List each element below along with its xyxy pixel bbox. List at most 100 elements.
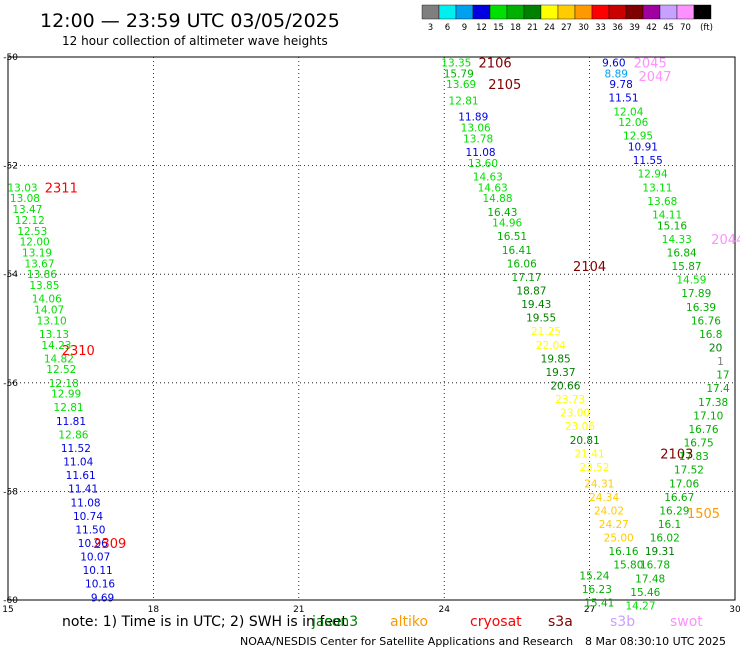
wave-height-value: 12.00 <box>20 237 50 249</box>
wave-height-value: 16.39 <box>686 302 716 314</box>
colorbar-label: 3 <box>428 23 433 33</box>
wave-height-value: 13.08 <box>10 193 40 205</box>
colorbar-swatch <box>506 4 525 20</box>
pass-number-label: 2309 <box>93 537 126 552</box>
wave-height-value: 15.46 <box>630 587 660 599</box>
pass-number-label: 1505 <box>687 507 720 522</box>
wave-height-value: 23.06 <box>565 421 595 433</box>
wave-height-value: 17.48 <box>635 573 665 585</box>
wave-height-value: 13.78 <box>463 133 493 145</box>
colorbar-swatch <box>489 4 508 20</box>
footer-note: note: 1) Time is in UTC; 2) SWH is in fe… <box>62 614 348 630</box>
wave-height-value: 21.41 <box>575 448 605 460</box>
wave-height-value: 23.00 <box>560 408 590 420</box>
wave-height-value: 13.13 <box>39 329 69 341</box>
colorbar-label: 30 <box>578 23 589 33</box>
chart-title: 12:00 — 23:59 UTC 03/05/2025 <box>40 10 340 32</box>
wave-height-value: 12.99 <box>51 389 81 401</box>
wave-height-value: 12.94 <box>638 169 668 181</box>
wave-height-value: 18.87 <box>516 285 546 297</box>
wave-height-value: 24.27 <box>599 519 629 531</box>
wave-height-value: 12.53 <box>17 226 47 238</box>
wave-height-value: 19.85 <box>541 353 571 365</box>
colorbar-label: 33 <box>595 23 606 33</box>
wave-height-value: 13.60 <box>468 158 498 170</box>
wave-height-value: 16.67 <box>664 492 694 504</box>
wave-height-labels: 13.0313.0813.4712.1212.5312.0013.1913.67… <box>8 57 731 612</box>
colorbar-swatch <box>472 4 491 20</box>
colorbar-swatch <box>608 4 627 20</box>
colorbar-label: 39 <box>629 23 640 33</box>
wave-height-value: 17.83 <box>679 451 709 463</box>
wave-height-value: 14.63 <box>478 182 508 194</box>
wave-height-value: 24.02 <box>594 505 624 517</box>
wave-height-value: 17.52 <box>674 465 704 477</box>
wave-height-value: 14.11 <box>652 209 682 221</box>
plot-area <box>7 56 736 601</box>
legend-entry-cryosat: cryosat <box>470 614 522 630</box>
wave-height-value: 25.00 <box>604 533 634 545</box>
wave-height-value: 13.68 <box>647 196 677 208</box>
wave-height-value: 11.89 <box>458 112 488 124</box>
wave-height-value: 16.78 <box>640 560 670 572</box>
footer-credit: NOAA/NESDIS Center for Satellite Applica… <box>240 635 573 648</box>
wave-height-value: 13.35 <box>441 57 471 69</box>
wave-height-value: 14.33 <box>662 234 692 246</box>
wave-height-value: 13.47 <box>12 204 42 216</box>
y-tick-label: -60 <box>3 596 18 606</box>
x-tick-label: 30 <box>729 605 740 615</box>
color-scale-bar: 3 6 9 12 15 18 21 24 27 30 33 36 39 42 45 70 (ft) <box>421 4 713 33</box>
colorbar-label: 42 <box>646 23 657 33</box>
plot-frame <box>7 56 736 601</box>
wave-height-value: 12.95 <box>623 131 653 143</box>
wave-height-value: 14.27 <box>625 600 655 612</box>
colorbar-label: 9 <box>462 23 467 33</box>
wave-height-value: 11.08 <box>466 147 496 159</box>
wave-height-value: 20.66 <box>550 381 580 393</box>
wave-height-value: 15.79 <box>444 68 474 80</box>
x-tick-label: 24 <box>438 605 450 615</box>
wave-height-value: 9.78 <box>609 79 632 91</box>
wave-height-value: 13.03 <box>8 182 38 194</box>
wave-height-value: 14.07 <box>34 304 64 316</box>
wave-height-value: 22.04 <box>536 340 566 352</box>
wave-height-value: 16.02 <box>650 533 680 545</box>
wave-height-value: 11.81 <box>56 416 86 428</box>
wave-height-value: 10.74 <box>73 511 103 523</box>
wave-height-value: 14.96 <box>492 218 522 230</box>
colorbar-swatch <box>693 4 712 20</box>
wave-height-value: 8.89 <box>605 68 628 80</box>
wave-height-value: 16.84 <box>667 247 697 259</box>
colorbar-swatch <box>421 4 440 20</box>
colorbar-label: (ft) <box>700 23 713 33</box>
wave-height-value: 11.41 <box>68 484 98 496</box>
wave-height-value: 20.81 <box>570 435 600 447</box>
wave-height-value: 15.16 <box>657 220 687 232</box>
wave-height-value: 9.60 <box>602 57 625 69</box>
legend-entry-s3a: s3a <box>548 614 573 630</box>
wave-height-value: 11.08 <box>71 497 101 509</box>
colorbar-swatch <box>455 4 474 20</box>
wave-height-value: 9.69 <box>91 592 114 604</box>
wave-height-value: 17.06 <box>669 478 699 490</box>
wave-height-value: 16.76 <box>688 424 718 436</box>
pass-number-label: 2106 <box>479 56 512 71</box>
wave-height-value: 14.88 <box>482 193 512 205</box>
pass-number-label: 2104 <box>573 260 606 275</box>
wave-height-value: 10.07 <box>80 552 110 564</box>
colorbar-swatch <box>574 4 593 20</box>
colorbar-swatch <box>523 4 542 20</box>
colorbar-swatch <box>659 4 678 20</box>
pass-number-label: 2310 <box>62 344 95 359</box>
chart-subtitle: 12 hour collection of altimeter wave hei… <box>62 34 328 48</box>
wave-height-value: 16.16 <box>608 546 638 558</box>
colorbar-label: 18 <box>510 23 521 33</box>
wave-height-value: 11.51 <box>608 93 638 105</box>
wave-height-value: 17.17 <box>512 272 542 284</box>
wave-height-value: 19.43 <box>521 299 551 311</box>
wave-height-value: 17.4 <box>706 383 730 395</box>
legend-entry-altiko: altiko <box>390 614 428 630</box>
wave-height-value: 13.11 <box>642 182 672 194</box>
wave-height-value: 13.06 <box>461 123 491 135</box>
